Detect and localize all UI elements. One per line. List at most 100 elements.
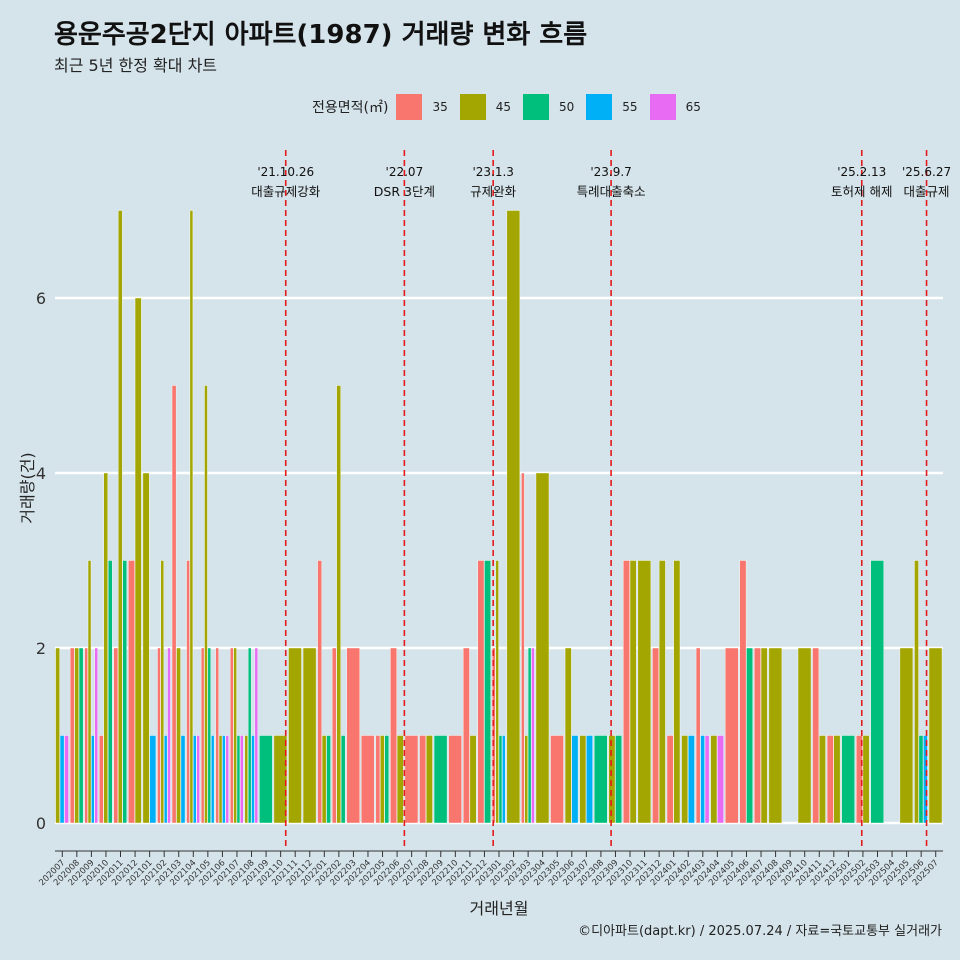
bar-45-202404 bbox=[710, 735, 718, 824]
bar-45-202206 bbox=[396, 735, 404, 824]
bar-35-202403 bbox=[695, 647, 701, 824]
legend-item-55: 55 bbox=[586, 94, 638, 120]
legend-label-55: 55 bbox=[622, 100, 638, 114]
bar-45-202505 bbox=[899, 647, 914, 824]
bar-55-202105 bbox=[211, 735, 215, 824]
bar-45-202103 bbox=[176, 647, 181, 824]
bar-45-202307 bbox=[579, 735, 587, 824]
bar-45-202408 bbox=[768, 647, 783, 824]
legend-item-50: 50 bbox=[523, 94, 574, 120]
x-axis-title: 거래년월 bbox=[470, 899, 529, 918]
bar-35-202201 bbox=[317, 560, 322, 824]
bar-35-202411 bbox=[812, 647, 820, 824]
bar-55-202101 bbox=[149, 735, 157, 824]
event-date-label: '25.6.27 bbox=[902, 165, 951, 179]
legend-label-65: 65 bbox=[685, 100, 701, 114]
event-date-label: '22.07 bbox=[386, 165, 424, 179]
bar-65-202404 bbox=[717, 735, 724, 824]
bar-35-202010 bbox=[99, 735, 104, 824]
bar-35-202303 bbox=[521, 472, 525, 824]
legend-item-35: 35 bbox=[396, 94, 448, 120]
bar-50-202506 bbox=[918, 735, 924, 824]
y-tick-label: 2 bbox=[36, 639, 46, 658]
source-caption: ©디아파트(dapt.kr) / 2025.07.24 / 자료=국토교통부 실… bbox=[578, 924, 942, 939]
bar-45-202211 bbox=[469, 735, 477, 824]
bar-55-202301 bbox=[502, 735, 506, 824]
bar-50-202212 bbox=[484, 560, 491, 824]
bar-50-202205 bbox=[384, 735, 390, 824]
bar-50-202011 bbox=[122, 560, 128, 824]
event-date-label: '23.1.3 bbox=[472, 165, 513, 179]
bar-35-202104 bbox=[186, 560, 190, 824]
bar-65-202106 bbox=[225, 735, 229, 824]
bar-35-202204 bbox=[361, 735, 375, 824]
bar-35-202011 bbox=[113, 647, 119, 824]
bar-55-202306 bbox=[571, 735, 579, 824]
bar-35-202103 bbox=[171, 385, 177, 824]
bar-35-202102 bbox=[157, 647, 161, 824]
y-tick-label: 6 bbox=[36, 289, 46, 308]
bar-45-202411 bbox=[819, 735, 826, 824]
bar-50-202010 bbox=[107, 560, 113, 824]
bar-35-202206 bbox=[390, 647, 397, 824]
bar-45-202012 bbox=[134, 297, 142, 824]
bar-45-202008 bbox=[74, 647, 79, 824]
bar-35-202406 bbox=[739, 560, 747, 824]
bar-45-202412 bbox=[833, 735, 841, 824]
y-tick-label: 0 bbox=[36, 814, 46, 833]
event-label: 대출규제강화 bbox=[251, 184, 321, 199]
bar-35-202412 bbox=[826, 735, 834, 824]
bar-50-202202 bbox=[340, 735, 346, 824]
bar-45-202205 bbox=[380, 735, 385, 824]
event-label: 규제완화 bbox=[470, 184, 517, 199]
bar-45-202101 bbox=[142, 472, 150, 824]
bar-45-202402 bbox=[681, 735, 689, 824]
bar-35-202205 bbox=[375, 735, 381, 824]
bar-55-202103 bbox=[180, 735, 186, 824]
bar-45-202208 bbox=[426, 735, 433, 824]
bar-35-202208 bbox=[419, 735, 427, 824]
bar-45-202304 bbox=[535, 472, 550, 824]
legend-swatch-65 bbox=[649, 94, 676, 120]
bar-35-202405 bbox=[725, 647, 739, 824]
bar-50-202108 bbox=[247, 647, 252, 824]
bar-35-202012 bbox=[128, 560, 135, 824]
event-date-label: '25.2.13 bbox=[837, 165, 886, 179]
bar-35-202202 bbox=[331, 647, 337, 824]
legend-item-65: 65 bbox=[649, 94, 701, 120]
bar-45-202201 bbox=[321, 735, 327, 824]
bar-65-202303 bbox=[531, 647, 535, 824]
bar-65-202102 bbox=[167, 647, 171, 824]
bar-35-202212 bbox=[477, 560, 485, 824]
bar-50-202503 bbox=[870, 560, 884, 824]
bar-35-202312 bbox=[652, 647, 659, 824]
bar-45-202102 bbox=[160, 560, 164, 824]
bar-65-202107 bbox=[240, 735, 244, 824]
bar-50-202406 bbox=[746, 647, 753, 824]
y-tick-label: 4 bbox=[36, 464, 46, 483]
bar-35-202105 bbox=[200, 647, 205, 824]
bar-45-202009 bbox=[87, 560, 92, 824]
event-label: 토허제 해제 bbox=[831, 184, 892, 199]
bar-45-202105 bbox=[204, 385, 208, 824]
event-label: DSR 3단계 bbox=[374, 184, 435, 199]
event-label: 특례대출축소 bbox=[577, 184, 646, 199]
legend-swatch-50 bbox=[523, 94, 550, 120]
bar-50-202501 bbox=[841, 735, 855, 824]
bar-45-202506 bbox=[914, 560, 919, 824]
bar-50-202008 bbox=[78, 647, 84, 824]
bar-65-202009 bbox=[94, 647, 98, 824]
bar-35-202107 bbox=[230, 647, 234, 824]
bar-45-202010 bbox=[103, 472, 108, 824]
bar-45-202302 bbox=[506, 210, 521, 824]
bar-50-202107 bbox=[236, 735, 241, 824]
bar-55-202403 bbox=[700, 735, 705, 824]
bar-55-202102 bbox=[163, 735, 168, 824]
bar-45-202107 bbox=[233, 647, 237, 824]
bar-35-202008 bbox=[69, 647, 75, 824]
bar-45-202407 bbox=[760, 647, 768, 824]
legend-title: 전용면적(㎡) bbox=[312, 100, 389, 116]
bar-45-202306 bbox=[564, 647, 572, 824]
bar-45-202309 bbox=[608, 735, 616, 824]
bar-35-202203 bbox=[346, 647, 360, 824]
